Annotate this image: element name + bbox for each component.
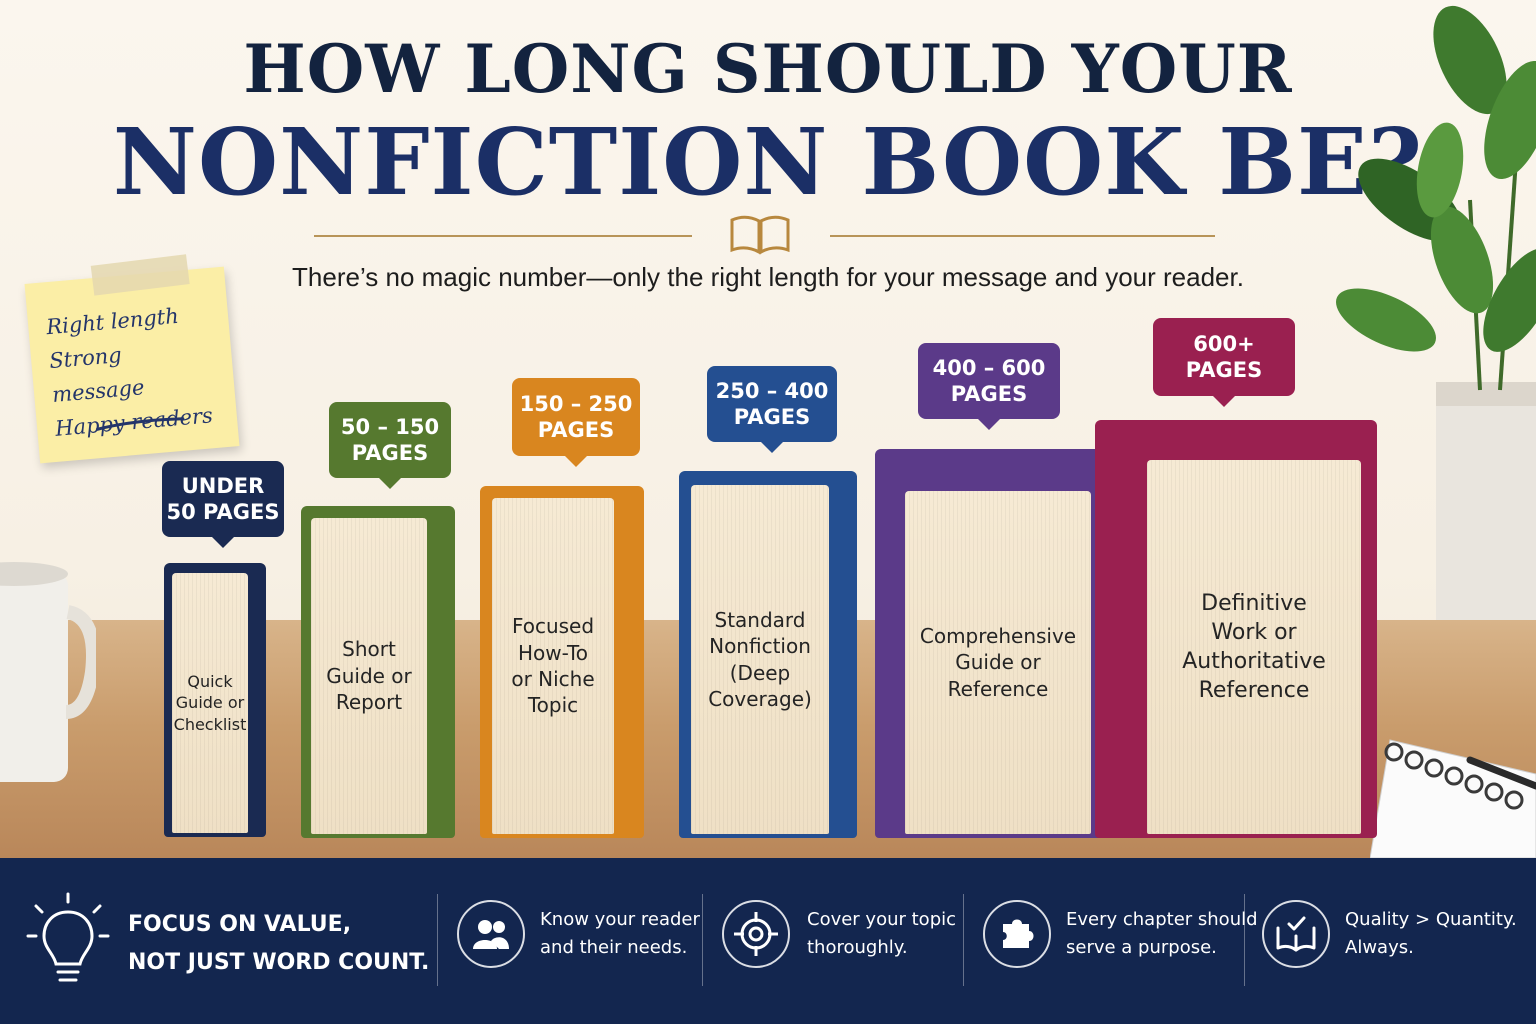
footer-divider: [1244, 894, 1245, 986]
book-type-label: Focused How-To or Niche Topic: [511, 614, 595, 718]
tip-line: Quality > Quantity.: [1345, 909, 1517, 930]
book-pages: Standard Nonfiction (Deep Coverage): [691, 485, 829, 834]
title-divider-right: [830, 235, 1215, 237]
book-type-label: Quick Guide or Checklist: [173, 672, 247, 734]
footer-divider: [702, 894, 703, 986]
tape-strip: [90, 254, 190, 296]
tip-line: Every chapter should: [1066, 909, 1258, 930]
book-150-250-pages: Focused How-To or Niche Topic: [480, 486, 644, 838]
tip-line: serve a purpose.: [1066, 937, 1217, 958]
footer-headline-line: FOCUS ON VALUE,: [128, 912, 352, 937]
tip-text: Every chapter should serve a purpose.: [1066, 906, 1258, 962]
footer-divider: [963, 894, 964, 986]
subtitle: There’s no magic number—only the right l…: [292, 262, 1244, 292]
footer-headline-line: NOT JUST WORD COUNT.: [128, 950, 430, 975]
footer-divider: [437, 894, 438, 986]
spiral-notebook: [1370, 739, 1536, 858]
tip-text: Quality > Quantity. Always.: [1345, 906, 1517, 962]
tip-line: Know your reader: [540, 909, 700, 930]
page-range-label: 400 – 600 PAGES: [918, 343, 1060, 430]
page-range-label: 50 – 150 PAGES: [329, 402, 451, 489]
pen-underline: [95, 417, 185, 431]
page-range-label: 600+ PAGES: [1153, 318, 1295, 407]
puzzle-icon: [983, 900, 1051, 968]
coffee-mug: [0, 562, 96, 782]
book-pages: Quick Guide or Checklist: [172, 573, 248, 833]
book-type-label: Definitive Work or Authoritative Referen…: [1182, 590, 1326, 704]
page-range-label: 150 – 250 PAGES: [512, 378, 640, 467]
page-range-label: 250 – 400 PAGES: [707, 366, 837, 453]
book-pages: Short Guide or Report: [311, 518, 427, 834]
page-title-line-2: NONFICTION BOOK BE?: [112, 108, 1424, 216]
people-icon: [457, 900, 525, 968]
book-type-label: Comprehensive Guide or Reference: [919, 623, 1077, 701]
page-title-line-1: HOW LONG SHOULD YOUR: [243, 30, 1293, 108]
book-pages: Focused How-To or Niche Topic: [492, 498, 614, 834]
tip-line: thoroughly.: [807, 937, 908, 958]
book-check-icon: [1262, 900, 1330, 968]
open-book-icon: [730, 215, 790, 255]
tip-line: and their needs.: [540, 937, 688, 958]
tip-line: Always.: [1345, 937, 1414, 958]
book-50-150-pages: Short Guide or Report: [301, 506, 455, 838]
book-250-400-pages: Standard Nonfiction (Deep Coverage): [679, 471, 857, 838]
tip-text: Cover your topic thoroughly.: [807, 906, 956, 962]
book-600-plus-pages: Definitive Work or Authoritative Referen…: [1095, 420, 1377, 838]
lightbulb-icon: [26, 892, 110, 982]
footer-banner: FOCUS ON VALUE, NOT JUST WORD COUNT. Kno…: [0, 858, 1536, 1024]
book-type-label: Short Guide or Report: [326, 637, 412, 715]
page-range-label: UNDER 50 PAGES: [162, 461, 284, 548]
book-pages: Definitive Work or Authoritative Referen…: [1147, 460, 1361, 834]
book-type-label: Standard Nonfiction (Deep Coverage): [708, 607, 812, 711]
tip-line: Cover your topic: [807, 909, 957, 930]
target-icon: [722, 900, 790, 968]
sticky-note: Right length Strong message Happy reader…: [24, 254, 240, 464]
footer-headline: FOCUS ON VALUE, NOT JUST WORD COUNT.: [128, 906, 429, 982]
book-pages: Comprehensive Guide or Reference: [905, 491, 1091, 834]
tip-text: Know your reader and their needs.: [540, 906, 700, 962]
title-divider-left: [314, 235, 692, 237]
book-400-600-pages: Comprehensive Guide or Reference: [875, 449, 1107, 838]
book-under-50-pages: Quick Guide or Checklist: [164, 563, 266, 837]
